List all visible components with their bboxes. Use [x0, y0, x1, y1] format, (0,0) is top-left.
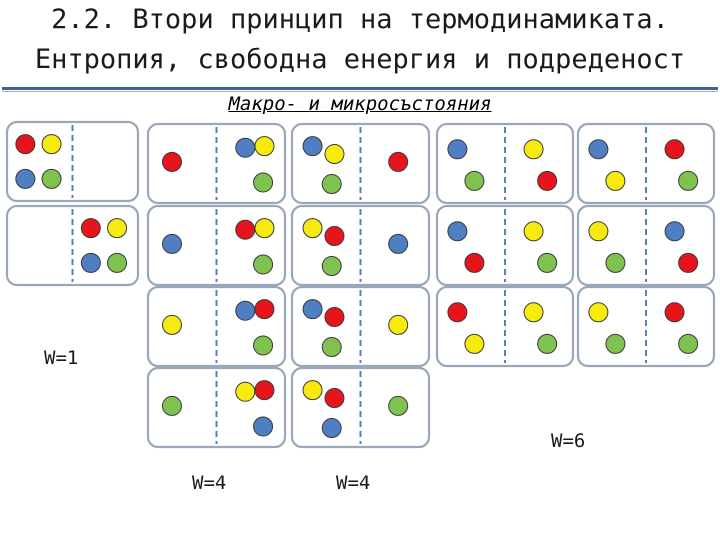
green-molecule — [321, 256, 342, 277]
red-molecule — [254, 380, 275, 401]
microstate-box — [146, 122, 287, 205]
yellow-molecule — [254, 136, 275, 157]
red-molecule — [388, 151, 409, 172]
red-molecule — [324, 226, 345, 247]
microstate-box — [5, 204, 140, 287]
yellow-molecule — [235, 381, 256, 402]
red-molecule — [664, 302, 685, 323]
blue-molecule — [302, 299, 323, 320]
container-outline — [5, 204, 140, 287]
blue-molecule — [235, 300, 256, 321]
blue-molecule — [321, 418, 342, 439]
yellow-molecule — [523, 221, 544, 242]
microstate-box — [146, 285, 287, 368]
red-molecule — [537, 170, 558, 191]
green-molecule — [678, 333, 699, 354]
label-w4-second: W=4 — [336, 472, 371, 494]
yellow-molecule — [588, 221, 609, 242]
blue-molecule — [161, 233, 182, 254]
microstate-box — [290, 366, 431, 449]
microstate-box — [576, 122, 716, 205]
microstate-box — [576, 204, 716, 287]
blue-molecule — [447, 221, 468, 242]
microstate-box — [290, 204, 431, 287]
red-molecule — [235, 219, 256, 240]
microstate-box — [435, 204, 575, 287]
yellow-molecule — [523, 139, 544, 160]
red-molecule — [324, 307, 345, 328]
macrostate-two-left-two-right — [435, 122, 716, 368]
red-molecule — [464, 252, 485, 273]
green-molecule — [537, 252, 558, 273]
green-molecule — [388, 395, 409, 416]
red-molecule — [324, 388, 345, 409]
microstate-box — [146, 204, 287, 287]
title-line-1: 2.2. Втори принцип на термодинамиката. — [51, 4, 669, 35]
blue-molecule — [15, 168, 36, 189]
blue-molecule — [388, 233, 409, 254]
red-molecule — [80, 218, 101, 239]
yellow-molecule — [523, 302, 544, 323]
green-molecule — [605, 333, 626, 354]
label-w1: W=1 — [44, 347, 79, 369]
blue-molecule — [235, 137, 256, 158]
red-molecule — [678, 252, 699, 273]
label-w4-first: W=4 — [192, 472, 227, 494]
green-molecule — [321, 174, 342, 195]
yellow-molecule — [161, 314, 182, 335]
subtitle: Макро- и микросъстояния — [0, 93, 720, 115]
yellow-molecule — [254, 218, 275, 239]
green-molecule — [605, 252, 626, 273]
blue-molecule — [664, 221, 685, 242]
macrostate-one-left-three-right — [146, 122, 287, 449]
yellow-molecule — [605, 170, 626, 191]
microstate-box — [146, 366, 287, 449]
container-outline — [5, 120, 140, 203]
green-molecule — [253, 335, 274, 356]
microstate-box — [435, 122, 575, 205]
microstate-box — [290, 285, 431, 368]
blue-molecule — [302, 136, 323, 157]
macrostate-three-left-one-right — [290, 122, 431, 449]
green-molecule — [161, 395, 182, 416]
blue-molecule — [80, 252, 101, 273]
yellow-molecule — [324, 144, 345, 165]
microstate-box — [5, 120, 140, 203]
green-molecule — [537, 333, 558, 354]
red-molecule — [254, 299, 275, 320]
microstate-box — [576, 285, 716, 368]
macrostate-all-right — [5, 204, 140, 287]
green-molecule — [253, 172, 274, 193]
subtitle-text: Макро- и микросъстояния — [228, 93, 492, 115]
title-rule — [2, 87, 718, 90]
red-molecule — [447, 302, 468, 323]
red-molecule — [664, 139, 685, 160]
green-molecule — [464, 170, 485, 191]
red-molecule — [161, 151, 182, 172]
green-molecule — [321, 337, 342, 358]
title-line-2: Ентропия, свободна енергия и подреденост — [34, 44, 686, 75]
green-molecule — [41, 168, 62, 189]
blue-molecule — [447, 139, 468, 160]
green-molecule — [107, 252, 128, 273]
yellow-molecule — [464, 333, 485, 354]
yellow-molecule — [302, 218, 323, 239]
title-rule-shadow — [2, 91, 718, 92]
microstate-box — [290, 122, 431, 205]
yellow-molecule — [107, 218, 128, 239]
yellow-molecule — [302, 380, 323, 401]
label-w6: W=6 — [551, 430, 586, 452]
red-molecule — [15, 134, 36, 155]
microstate-box — [435, 285, 575, 368]
yellow-molecule — [588, 302, 609, 323]
yellow-molecule — [388, 314, 409, 335]
green-molecule — [678, 170, 699, 191]
yellow-molecule — [41, 134, 62, 155]
blue-molecule — [588, 139, 609, 160]
green-molecule — [253, 254, 274, 275]
macrostate-all-left — [5, 120, 140, 203]
blue-molecule — [253, 416, 274, 437]
